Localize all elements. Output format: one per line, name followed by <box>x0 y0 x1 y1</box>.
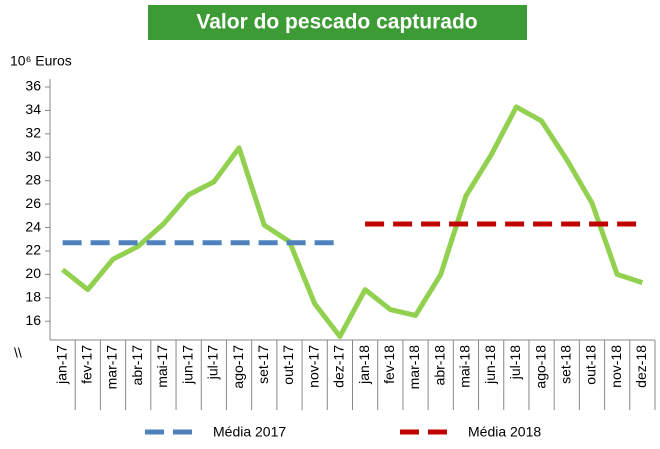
x-tick-label: out-17 <box>280 345 296 385</box>
x-tick-label: ago-18 <box>532 345 548 389</box>
x-tick-label: jul-17 <box>205 345 221 380</box>
x-tick-label: nov-18 <box>608 345 624 388</box>
x-tick-label: mar-17 <box>104 345 120 390</box>
x-tick-label: jan-18 <box>356 345 372 385</box>
x-tick-label: out-18 <box>583 345 599 385</box>
y-tick-label: 28 <box>25 171 41 187</box>
y-tick-label: 30 <box>25 148 41 164</box>
legend-label: Média 2017 <box>213 424 286 440</box>
x-tick-label: jun-17 <box>179 345 195 385</box>
y-tick-label: 36 <box>25 78 41 94</box>
y-tick-label: 24 <box>25 218 41 234</box>
y-tick-label: 32 <box>25 125 41 141</box>
x-tick-label: ago-17 <box>230 345 246 389</box>
x-tick-label: abr-18 <box>431 345 447 386</box>
y-tick-label: 34 <box>25 101 41 117</box>
y-tick-label: 20 <box>25 265 41 281</box>
title-bar <box>148 5 527 40</box>
x-tick-label: mai-18 <box>457 345 473 388</box>
x-tick-label: fev-17 <box>79 345 95 384</box>
x-tick-label: dez-18 <box>633 345 649 388</box>
x-tick-label: mai-17 <box>154 345 170 388</box>
y-tick-label: 26 <box>25 195 41 211</box>
x-tick-label: set-18 <box>557 345 573 384</box>
legend-label: Média 2018 <box>468 424 541 440</box>
x-tick-label: jan-17 <box>53 345 69 385</box>
y-tick-label: 22 <box>25 242 41 258</box>
x-tick-label: set-17 <box>255 345 271 384</box>
x-tick-label: dez-17 <box>331 345 347 388</box>
y-tick-label: 18 <box>25 289 41 305</box>
data-line <box>61 104 644 339</box>
x-tick-label: mar-18 <box>406 345 422 390</box>
x-tick-label: jul-18 <box>507 345 523 380</box>
y-axis-label: 10⁶ Euros <box>10 53 72 69</box>
x-tick-label: abr-17 <box>129 345 145 386</box>
x-tick-label: fev-18 <box>381 345 397 384</box>
x-tick-label: jun-18 <box>482 345 498 385</box>
axis-break: \\ <box>14 345 22 361</box>
y-tick-label: 16 <box>25 312 41 328</box>
chart-title: Valor do pescado capturado <box>196 11 477 34</box>
x-tick-label: nov-17 <box>305 345 321 388</box>
